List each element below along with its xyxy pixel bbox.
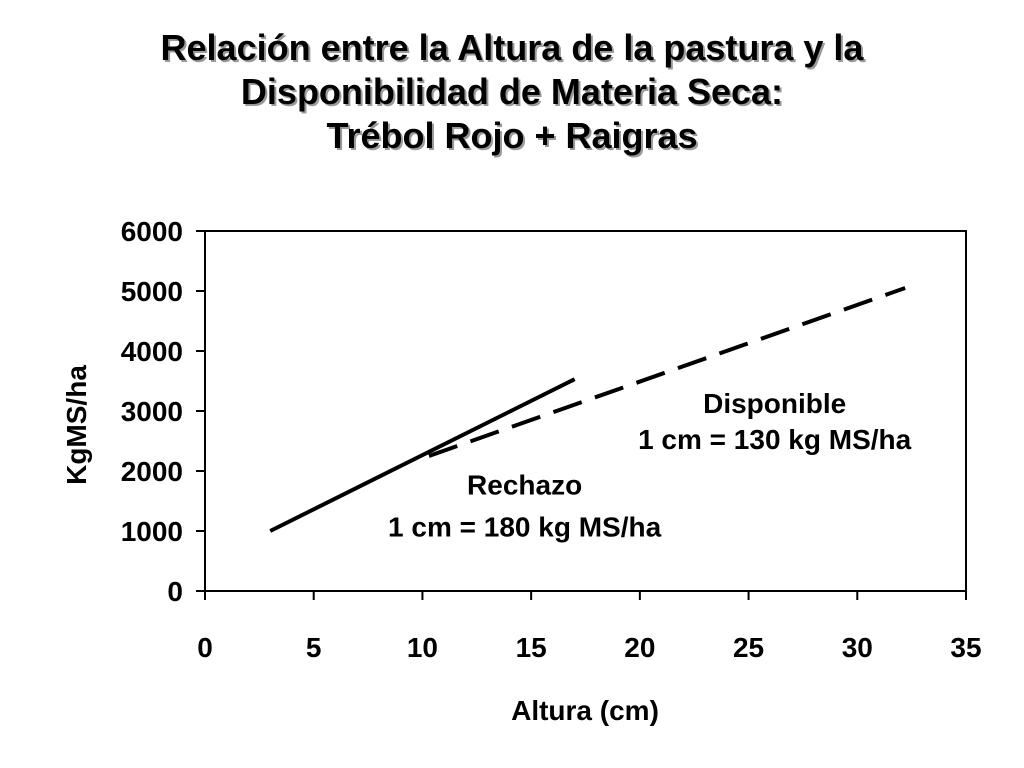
- annotation-rechazo-line-2: 1 cm = 180 kg MS/ha: [388, 511, 662, 542]
- y-tick-label: 2000: [121, 456, 183, 487]
- x-tick-label: 0: [197, 632, 213, 663]
- y-tick-label: 1000: [121, 516, 183, 547]
- x-tick-label: 20: [624, 632, 655, 663]
- chart-title-line-2: Disponibilidad de Materia Seca:: [240, 71, 784, 112]
- x-tick-label: 30: [842, 632, 873, 663]
- y-axis-label: KgMS/ha: [61, 365, 92, 485]
- annotation-disponible-line-2: 1 cm = 130 kg MS/ha: [638, 424, 912, 455]
- y-tick-label: 4000: [121, 336, 183, 367]
- x-tick-label: 10: [407, 632, 438, 663]
- chart-title-line-3: Trébol Rojo + Raigras: [326, 115, 698, 156]
- annotation-rechazo-line-1: Rechazo: [467, 469, 582, 500]
- y-tick-label: 0: [167, 576, 183, 607]
- x-tick-label: 5: [306, 632, 322, 663]
- annotation-disponible-line-1: Disponible: [703, 388, 846, 419]
- series-line-dashed: [428, 286, 906, 458]
- x-tick-label: 15: [516, 632, 547, 663]
- chart-title: Relación entre la Altura de la pastura y…: [0, 26, 1024, 158]
- y-tick-label: 5000: [121, 276, 183, 307]
- x-tick-label: 25: [733, 632, 764, 663]
- y-tick-label: 6000: [121, 216, 183, 247]
- x-tick-label: 35: [950, 632, 981, 663]
- series-line-solid: [269, 377, 576, 533]
- chart-title-line-1: Relación entre la Altura de la pastura y…: [160, 27, 864, 68]
- y-tick-label: 3000: [121, 396, 183, 427]
- x-axis-label: Altura (cm): [511, 695, 659, 726]
